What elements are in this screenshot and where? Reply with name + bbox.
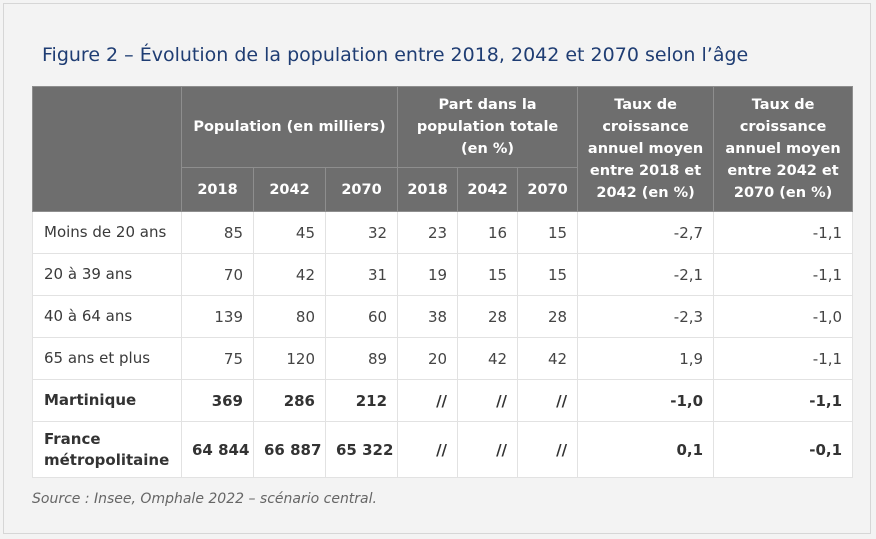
table-row: 65 ans et plus 75 120 89 20 42 42 1,9 -1,1 xyxy=(32,337,854,380)
table-cell: 45 xyxy=(253,211,326,254)
row-label: Martinique xyxy=(32,379,182,422)
table-cell: -2,7 xyxy=(577,211,715,254)
table-cell: 64 844 xyxy=(181,421,254,478)
header-population: Population (en milliers) xyxy=(180,86,399,168)
table-cell: 15 xyxy=(517,211,579,254)
table-cell: 65 322 xyxy=(324,421,399,478)
table-cell: // xyxy=(457,421,519,478)
header-year: 2018 xyxy=(397,167,459,212)
row-label: 40 à 64 ans xyxy=(32,295,182,338)
header-taux-2042-2070: Taux de croissance annuel moyen entre 20… xyxy=(713,86,854,212)
header-year: 2042 xyxy=(253,167,326,212)
table-cell: -1,1 xyxy=(713,253,854,296)
table-cell: 80 xyxy=(253,295,326,338)
row-label: Moins de 20 ans xyxy=(32,211,182,254)
table-cell: 28 xyxy=(457,295,519,338)
table-cell: 1,9 xyxy=(577,337,715,380)
table-cell: -1,0 xyxy=(577,379,715,422)
header-year: 2070 xyxy=(324,167,399,212)
table-cell: // xyxy=(517,379,579,422)
table-cell: 66 887 xyxy=(253,421,326,478)
row-label: France métropolitaine xyxy=(32,421,182,478)
table-cell: 85 xyxy=(181,211,254,254)
row-label: 20 à 39 ans xyxy=(32,253,182,296)
table-cell: 38 xyxy=(397,295,459,338)
table-cell: 70 xyxy=(181,253,254,296)
table-cell: 120 xyxy=(253,337,326,380)
header-year: 2042 xyxy=(457,167,519,212)
table-cell: 60 xyxy=(324,295,399,338)
table-cell: 19 xyxy=(397,253,459,296)
table-cell: 32 xyxy=(324,211,399,254)
table-cell: -2,1 xyxy=(577,253,715,296)
table-cell: -1,1 xyxy=(713,211,854,254)
table-cell: 31 xyxy=(324,253,399,296)
table-row: Moins de 20 ans 85 45 32 23 16 15 -2,7 -1,1 xyxy=(32,211,854,254)
figure-title: Figure 2 – Évolution de la population en… xyxy=(42,44,749,66)
row-label: 65 ans et plus xyxy=(32,337,182,380)
table-cell: -1,1 xyxy=(713,379,854,422)
table-body: Moins de 20 ans 85 45 32 23 16 15 -2,7 -1,1 20 à … xyxy=(32,211,854,478)
table-cell: // xyxy=(397,379,459,422)
table-cell: 42 xyxy=(457,337,519,380)
population-table: Population (en milliers) Part dans la po… xyxy=(32,86,854,478)
table-cell: // xyxy=(517,421,579,478)
table-row: Martinique 369 286 212//////-1,0 -1,1 xyxy=(32,379,854,422)
header-part: Part dans la population totale (en %) xyxy=(397,86,579,168)
table-cell: -1,1 xyxy=(713,337,854,380)
table-cell: 16 xyxy=(457,211,519,254)
table-row: 40 à 64 ans 139 80 60 38 28 28 -2,3 -1,0 xyxy=(32,295,854,338)
table-cell: 89 xyxy=(324,337,399,380)
header-year: 2070 xyxy=(517,167,579,212)
table-cell: 15 xyxy=(457,253,519,296)
table-cell: 20 xyxy=(397,337,459,380)
header-blank xyxy=(32,86,182,212)
source-note: Source : Insee, Omphale 2022 – scénario … xyxy=(32,491,377,507)
table-cell: 28 xyxy=(517,295,579,338)
table-row: France métropolitaine 64 844 66 887 65 322/… xyxy=(32,421,854,478)
figure-card: Figure 2 – Évolution de la population en… xyxy=(3,3,871,534)
table-cell: 15 xyxy=(517,253,579,296)
table-cell: -0,1 xyxy=(713,421,854,478)
header-year: 2018 xyxy=(181,167,254,212)
table-cell: -2,3 xyxy=(577,295,715,338)
table-cell: 75 xyxy=(181,337,254,380)
table-cell: 286 xyxy=(253,379,326,422)
table-cell: // xyxy=(457,379,519,422)
table-cell: 139 xyxy=(181,295,254,338)
table-cell: 212 xyxy=(324,379,399,422)
header-taux-2018-2042: Taux de croissance annuel moyen entre 20… xyxy=(577,86,715,212)
table-cell: // xyxy=(397,421,459,478)
table-cell: 42 xyxy=(517,337,579,380)
table-cell: 42 xyxy=(253,253,326,296)
table-cell: 23 xyxy=(397,211,459,254)
table-cell: -1,0 xyxy=(713,295,854,338)
table-cell: 0,1 xyxy=(577,421,715,478)
table-cell: 369 xyxy=(181,379,254,422)
table-row: 20 à 39 ans 70 42 31 19 15 15 -2,1 -1,1 xyxy=(32,253,854,296)
